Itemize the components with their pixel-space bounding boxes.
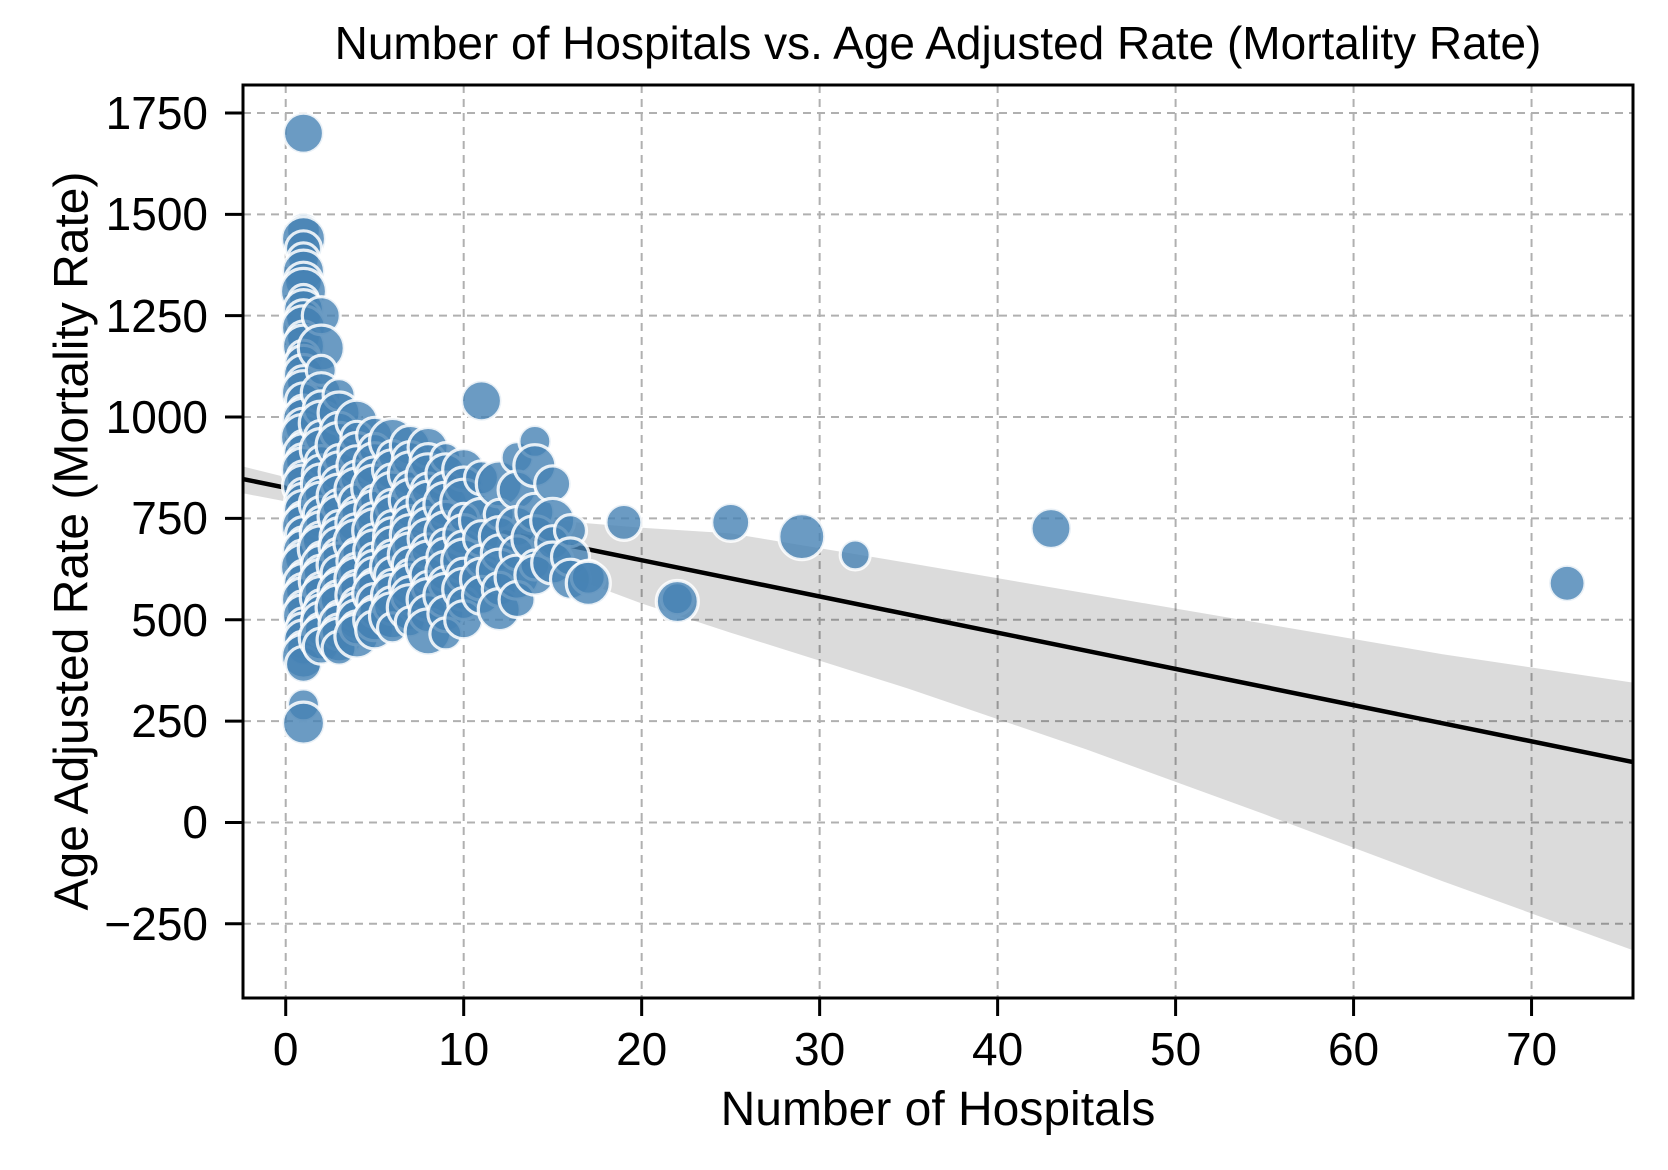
data-point [533, 464, 573, 504]
y-tick-label: 1000 [105, 391, 208, 444]
x-tick-label: 70 [1505, 1023, 1558, 1075]
data-point [1547, 563, 1587, 603]
data-point [604, 502, 644, 543]
y-tick-label: 0 [182, 796, 208, 849]
data-point [838, 538, 872, 572]
y-tick-label: 1500 [105, 188, 208, 241]
x-tick-label: 60 [1327, 1023, 1380, 1075]
y-tick-label: 1750 [105, 86, 208, 139]
y-tick-label: 250 [131, 695, 208, 748]
y-tick-label: 500 [131, 593, 208, 646]
x-tick-label: 40 [972, 1023, 1024, 1075]
data-point [654, 578, 700, 625]
x-tick-label: 30 [794, 1023, 846, 1075]
data-point [1029, 506, 1073, 551]
plot-border [241, 83, 1635, 1000]
data-point [564, 559, 612, 607]
x-tick-label: 50 [1150, 1023, 1202, 1075]
data-point [280, 700, 327, 746]
y-tick-label: 1250 [105, 289, 208, 342]
y-tick-label: −250 [104, 897, 208, 950]
x-tick-label: 0 [272, 1023, 299, 1075]
x-axis-label: Number of Hospitals [720, 1083, 1156, 1136]
x-tick-label: 20 [616, 1023, 668, 1075]
y-tick-label: 750 [131, 492, 208, 545]
data-point [710, 501, 752, 544]
x-tick-label: 10 [438, 1023, 490, 1075]
data-point [777, 511, 827, 562]
data-point [459, 379, 504, 423]
data-point [281, 111, 326, 155]
chart-title: Number of Hospitals vs. Age Adjusted Rat… [334, 17, 1542, 69]
